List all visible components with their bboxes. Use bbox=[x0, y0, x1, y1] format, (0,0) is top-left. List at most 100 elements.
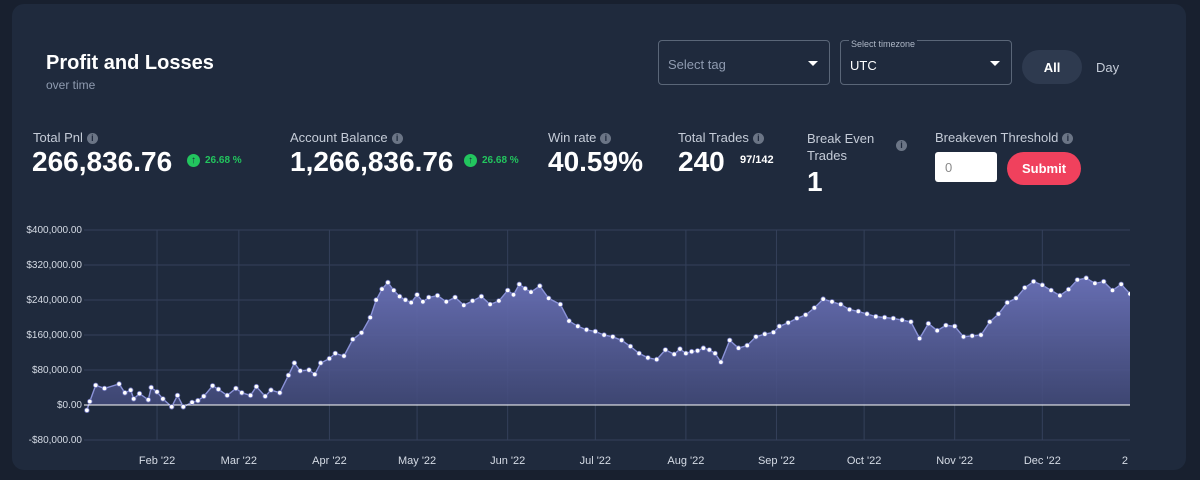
data-point bbox=[592, 328, 598, 335]
arrow-up-icon: ↑ bbox=[464, 154, 477, 167]
info-icon[interactable]: i bbox=[86, 133, 98, 144]
y-tick-label: $0.00 bbox=[57, 400, 82, 411]
range-day-button[interactable]: Day bbox=[1096, 60, 1120, 75]
data-point bbox=[116, 381, 122, 387]
data-point bbox=[762, 331, 768, 337]
data-point bbox=[396, 293, 403, 300]
data-point bbox=[700, 345, 707, 351]
tag-select[interactable]: Select tag bbox=[658, 40, 830, 85]
data-point bbox=[385, 279, 391, 286]
data-point bbox=[829, 299, 835, 305]
data-point bbox=[224, 392, 230, 399]
data-point bbox=[718, 359, 724, 365]
y-tick-label: $80,000.00 bbox=[32, 365, 82, 376]
y-tick-label: $240,000.00 bbox=[26, 295, 82, 306]
data-point bbox=[1127, 291, 1130, 297]
info-icon[interactable]: i bbox=[600, 133, 612, 144]
data-point bbox=[1100, 278, 1107, 285]
data-point bbox=[127, 387, 134, 393]
data-point bbox=[706, 347, 712, 353]
data-point bbox=[770, 329, 777, 336]
data-point bbox=[662, 347, 669, 353]
data-point bbox=[1039, 282, 1045, 288]
x-tick-label: Jun '22 bbox=[490, 455, 525, 467]
data-point bbox=[312, 371, 318, 378]
data-point bbox=[890, 315, 896, 322]
data-point bbox=[645, 355, 651, 361]
data-point bbox=[516, 281, 522, 287]
data-point bbox=[952, 323, 958, 329]
data-point bbox=[864, 311, 870, 317]
data-point bbox=[978, 332, 984, 338]
x-tick-label: Mar '22 bbox=[221, 455, 257, 467]
data-point bbox=[341, 353, 347, 359]
threshold-input[interactable] bbox=[935, 152, 997, 182]
data-point bbox=[130, 396, 137, 402]
data-point bbox=[899, 317, 905, 323]
data-point bbox=[148, 384, 154, 391]
data-point bbox=[510, 292, 517, 298]
data-point bbox=[873, 313, 879, 320]
data-point bbox=[537, 283, 543, 289]
data-point bbox=[694, 348, 701, 354]
info-icon[interactable]: i bbox=[896, 140, 907, 151]
data-point bbox=[636, 350, 642, 357]
total-pnl-change: 26.68 % bbox=[205, 155, 242, 166]
data-point bbox=[505, 287, 511, 294]
data-point bbox=[1004, 299, 1010, 306]
data-point bbox=[326, 355, 333, 362]
data-point bbox=[247, 392, 254, 399]
info-icon[interactable]: i bbox=[391, 133, 403, 144]
data-point bbox=[995, 311, 1002, 317]
data-point bbox=[426, 294, 432, 301]
account-balance-label: Account Balance bbox=[290, 130, 388, 145]
data-point bbox=[794, 315, 800, 322]
data-point bbox=[610, 334, 616, 340]
total-trades-value: 240 bbox=[678, 146, 725, 177]
data-point bbox=[168, 404, 175, 410]
data-point bbox=[469, 298, 476, 304]
timezone-select[interactable]: Select timezone UTC bbox=[840, 39, 1012, 85]
data-point bbox=[443, 299, 449, 305]
data-point bbox=[461, 302, 467, 308]
win-rate-label: Win rate bbox=[548, 130, 597, 145]
data-point bbox=[136, 390, 143, 397]
data-point bbox=[683, 350, 689, 357]
data-point bbox=[855, 308, 861, 315]
data-point bbox=[391, 287, 397, 294]
submit-button[interactable]: Submit bbox=[1007, 152, 1081, 185]
data-point bbox=[753, 334, 759, 340]
data-point bbox=[291, 360, 298, 366]
data-point bbox=[838, 301, 844, 308]
threshold-label: Breakeven Threshold bbox=[935, 130, 1059, 145]
range-all-button[interactable]: All bbox=[1022, 50, 1082, 84]
data-point bbox=[268, 387, 274, 393]
data-point bbox=[744, 342, 750, 349]
win-rate-value: 40.59% bbox=[548, 146, 643, 177]
data-point bbox=[487, 301, 493, 308]
total-trades-ratio: 97/142 bbox=[740, 154, 774, 166]
data-point bbox=[969, 333, 975, 339]
arrow-up-icon: ↑ bbox=[187, 154, 200, 167]
data-point bbox=[297, 368, 303, 374]
info-icon[interactable]: i bbox=[752, 133, 764, 144]
data-point bbox=[735, 345, 742, 351]
data-point bbox=[522, 285, 528, 292]
data-point bbox=[627, 343, 634, 350]
data-point bbox=[566, 318, 572, 324]
data-point bbox=[1092, 280, 1098, 287]
data-point bbox=[253, 383, 260, 390]
pnl-area bbox=[86, 278, 1130, 411]
x-tick-label: Dec '22 bbox=[1024, 455, 1061, 467]
data-point bbox=[1118, 281, 1124, 287]
info-icon[interactable]: i bbox=[1062, 133, 1074, 144]
y-axis: -$80,000.00 $0.00 $80,000.00 $160,000.00 $24… bbox=[26, 225, 82, 446]
page-title: Profit and Losses bbox=[46, 52, 214, 74]
break-even-label-line1: Break Even bbox=[807, 131, 875, 146]
data-point bbox=[414, 292, 420, 298]
x-tick-label: Sep '22 bbox=[758, 455, 795, 467]
break-even-value: 1 bbox=[807, 166, 823, 197]
data-point bbox=[84, 407, 90, 413]
data-point bbox=[811, 305, 818, 311]
data-point bbox=[154, 389, 160, 395]
